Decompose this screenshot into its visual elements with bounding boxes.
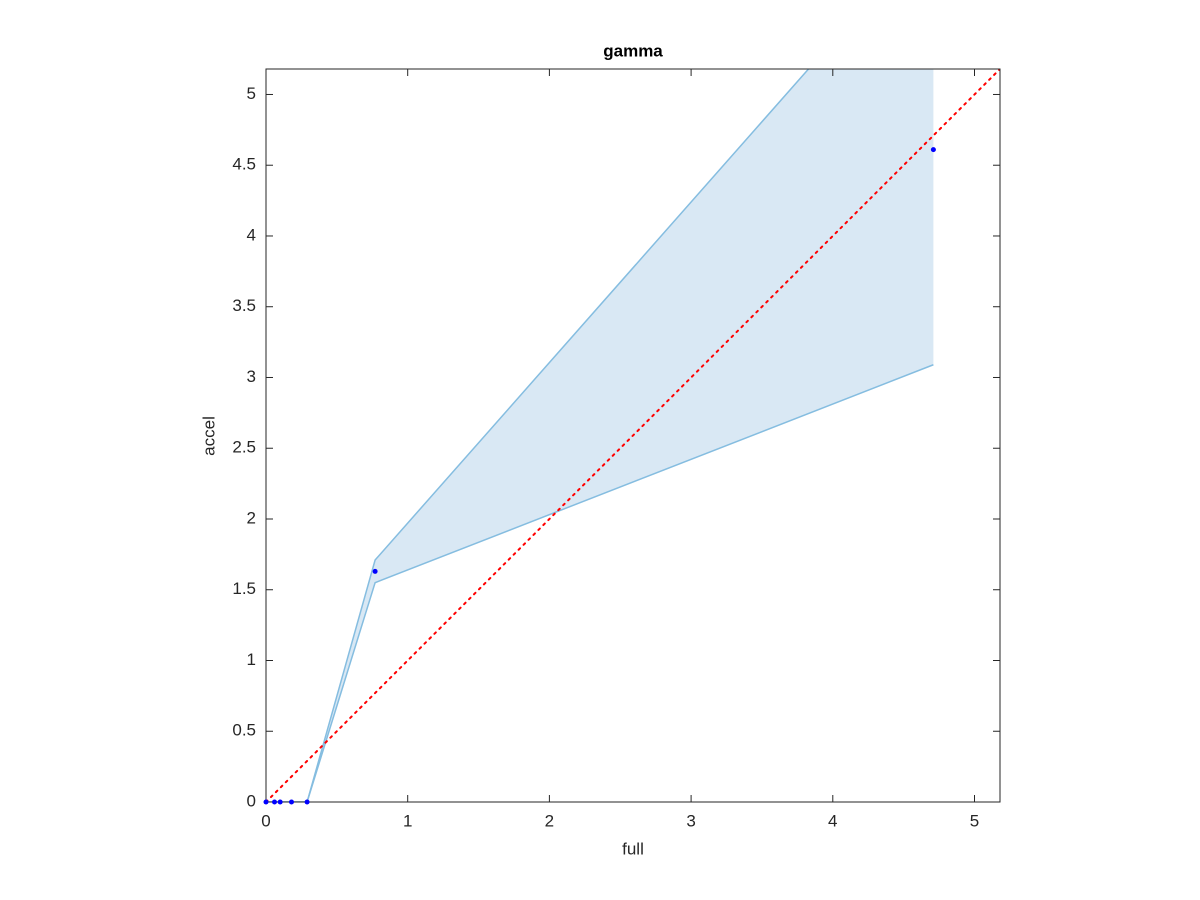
y-tick-label: 4 [247,225,256,244]
x-tick-label: 4 [828,811,837,830]
x-tick-label: 3 [686,811,695,830]
chart-title: gamma [603,41,663,60]
plot-area [266,69,1000,802]
y-tick-label: 1.5 [232,579,256,598]
point [304,799,310,805]
band-lower-edge [266,364,934,802]
y-tick-label: 2.5 [232,438,256,457]
y-tick-label: 3.5 [232,296,256,315]
point [272,799,278,805]
y-tick-label: 2 [247,508,256,527]
point [289,799,295,805]
y-tick-label: 3 [247,367,256,386]
y-tick-label: 5 [247,84,256,103]
y-tick-label: 0 [247,791,256,810]
point [277,799,283,805]
axes-box [265,68,1001,803]
point [930,147,936,153]
y-tick-label: 4.5 [232,155,256,174]
x-tick-label: 5 [970,811,979,830]
band-area [266,69,934,802]
point [372,568,378,574]
y-axis-label: accel [199,416,218,456]
y-tick-label: 1 [247,650,256,669]
point [263,799,269,805]
band-upper-edge [266,69,810,802]
x-axis-label: full [622,839,644,858]
x-tick-label: 2 [545,811,554,830]
x-tick-label: 0 [261,811,270,830]
x-tick-label: 1 [403,811,412,830]
y-tick-label: 0.5 [232,721,256,740]
identity-line [266,69,1000,802]
